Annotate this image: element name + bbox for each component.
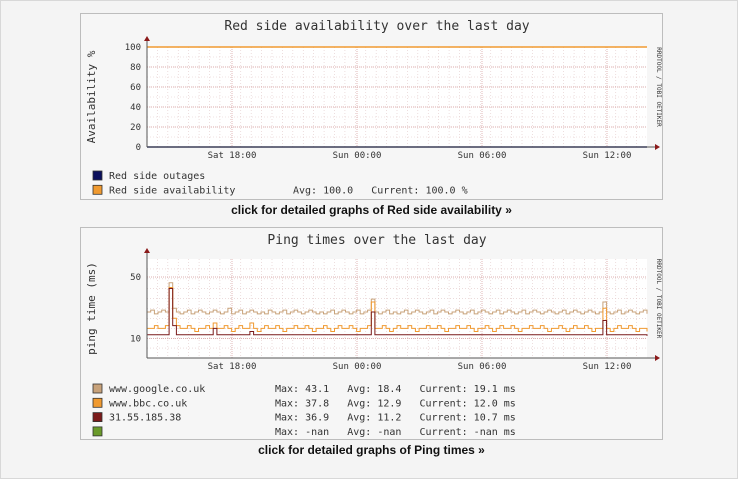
- y-axis-label: Availability %: [85, 50, 98, 143]
- availability-caption-row: click for detailed graphs of Red side av…: [80, 203, 663, 217]
- ping-graph[interactable]: Ping times over the last day ping time (m…: [80, 227, 663, 440]
- ping-graph-svg: Ping times over the last day ping time (m…: [85, 233, 662, 438]
- legend-swatch: [92, 170, 103, 181]
- y-axis-arrow: [144, 36, 150, 41]
- legend-swatch: [92, 426, 103, 437]
- legend-stats: Max: 37.8 Avg: 12.9 Current: 12.0 ms: [275, 398, 516, 409]
- legend-label: 31.55.185.38: [109, 413, 181, 424]
- graph-title: Ping times over the last day: [267, 233, 486, 248]
- series-line-www-bbc-co-uk: [147, 287, 648, 332]
- ping-detail-link[interactable]: click for detailed graphs of Ping times …: [258, 443, 485, 457]
- graph-title: Red side availability over the last day: [224, 19, 529, 34]
- x-tick-label: Sun 12:00: [583, 362, 632, 372]
- y-tick-label: 50: [130, 273, 141, 283]
- series-line-www-google-co-uk: [147, 282, 648, 315]
- legend-stats: Max: 43.1 Avg: 18.4 Current: 19.1 ms: [275, 384, 516, 395]
- y-tick-label: 100: [125, 43, 141, 53]
- legend-swatch: [92, 383, 103, 394]
- y-tick-label: 80: [130, 63, 141, 73]
- rrdtool-watermark: RRDTOOL / TOBI OETIKER: [655, 259, 662, 339]
- x-tick-label: Sun 06:00: [458, 362, 507, 372]
- x-tick-label: Sun 06:00: [458, 151, 507, 161]
- legend-stats: Max: -nan Avg: -nan Current: -nan ms: [275, 427, 516, 438]
- ping-caption-row: click for detailed graphs of Ping times …: [80, 443, 663, 457]
- legend-swatch: [92, 184, 103, 195]
- x-tick-label: Sun 00:00: [333, 151, 382, 161]
- y-tick-label: 40: [130, 103, 141, 113]
- y-tick-label: 10: [130, 334, 141, 344]
- y-tick-label: 20: [130, 123, 141, 133]
- x-tick-label: Sat 18:00: [208, 151, 257, 161]
- series-line-31-55-185-38: [147, 288, 648, 336]
- availability-graph-svg: Red side availability over the last day A…: [85, 19, 662, 196]
- y-axis-label: ping time (ms): [85, 262, 98, 355]
- x-tick-label: Sun 12:00: [583, 151, 632, 161]
- legend-swatch: [92, 397, 103, 408]
- legend-swatch: [92, 412, 103, 423]
- y-tick-label: 0: [136, 143, 141, 153]
- availability-detail-link[interactable]: click for detailed graphs of Red side av…: [231, 203, 512, 217]
- availability-graph[interactable]: Red side availability over the last day A…: [80, 13, 663, 200]
- x-tick-label: Sun 00:00: [333, 362, 382, 372]
- x-tick-label: Sat 18:00: [208, 362, 257, 372]
- x-axis-arrow: [655, 355, 660, 361]
- legend-label: www.google.co.uk: [109, 384, 205, 395]
- legend-label: Red side availability: [109, 185, 235, 196]
- legend-stats: Max: 36.9 Avg: 11.2 Current: 10.7 ms: [275, 413, 516, 424]
- x-axis-arrow: [655, 144, 660, 150]
- y-axis-arrow: [144, 248, 150, 253]
- legend-label: Red side outages: [109, 171, 205, 182]
- legend-stats: Avg: 100.0 Current: 100.0 %: [293, 185, 468, 196]
- legend-label: www.bbc.co.uk: [109, 398, 187, 409]
- y-tick-label: 60: [130, 83, 141, 93]
- rrdtool-watermark: RRDTOOL / TOBI OETIKER: [655, 47, 662, 127]
